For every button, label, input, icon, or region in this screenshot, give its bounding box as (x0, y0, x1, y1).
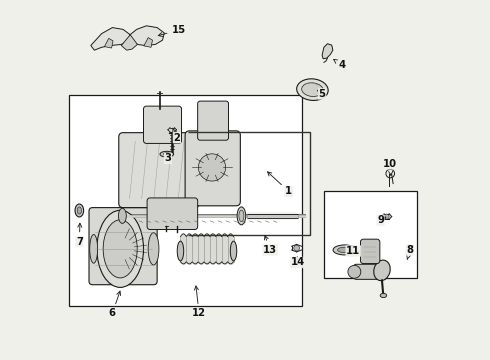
Text: 1: 1 (268, 172, 293, 197)
Ellipse shape (239, 210, 244, 222)
Text: 6: 6 (109, 291, 121, 318)
Ellipse shape (148, 233, 159, 265)
Ellipse shape (230, 241, 237, 261)
Text: 7: 7 (76, 223, 83, 247)
Text: 13: 13 (263, 235, 277, 255)
Ellipse shape (374, 260, 390, 281)
Ellipse shape (380, 293, 387, 298)
Ellipse shape (338, 247, 352, 253)
Ellipse shape (237, 207, 245, 225)
Circle shape (348, 265, 361, 278)
Polygon shape (104, 39, 113, 48)
FancyBboxPatch shape (119, 133, 199, 208)
FancyBboxPatch shape (89, 208, 157, 285)
Ellipse shape (302, 83, 323, 96)
Text: 3: 3 (165, 153, 172, 163)
Text: 11: 11 (346, 246, 361, 256)
Circle shape (198, 154, 225, 181)
Polygon shape (322, 44, 333, 59)
Ellipse shape (177, 241, 184, 261)
Polygon shape (129, 26, 164, 45)
Ellipse shape (296, 79, 328, 100)
FancyBboxPatch shape (144, 106, 181, 143)
Text: 12: 12 (192, 286, 206, 318)
Polygon shape (144, 38, 152, 47)
Ellipse shape (90, 234, 98, 263)
Circle shape (294, 245, 299, 251)
Text: 2: 2 (172, 128, 180, 143)
Text: 4: 4 (334, 59, 345, 70)
Text: 8: 8 (407, 245, 414, 260)
Ellipse shape (163, 153, 171, 156)
Text: 14: 14 (291, 257, 305, 267)
Text: 15: 15 (158, 25, 186, 36)
Text: 9: 9 (377, 215, 386, 225)
FancyBboxPatch shape (197, 101, 228, 140)
FancyBboxPatch shape (361, 239, 380, 264)
Bar (324, 192, 417, 278)
Ellipse shape (160, 151, 173, 157)
FancyBboxPatch shape (147, 198, 197, 229)
Ellipse shape (119, 208, 126, 224)
Ellipse shape (75, 204, 84, 217)
Polygon shape (91, 28, 130, 50)
Text: 5: 5 (318, 89, 325, 99)
Text: 10: 10 (383, 159, 397, 175)
Ellipse shape (77, 207, 81, 214)
Ellipse shape (333, 245, 356, 255)
Circle shape (384, 214, 389, 219)
FancyBboxPatch shape (185, 131, 240, 206)
Bar (69, 95, 302, 306)
Polygon shape (122, 35, 137, 50)
FancyBboxPatch shape (354, 264, 387, 279)
Ellipse shape (97, 210, 144, 287)
Ellipse shape (103, 220, 137, 278)
